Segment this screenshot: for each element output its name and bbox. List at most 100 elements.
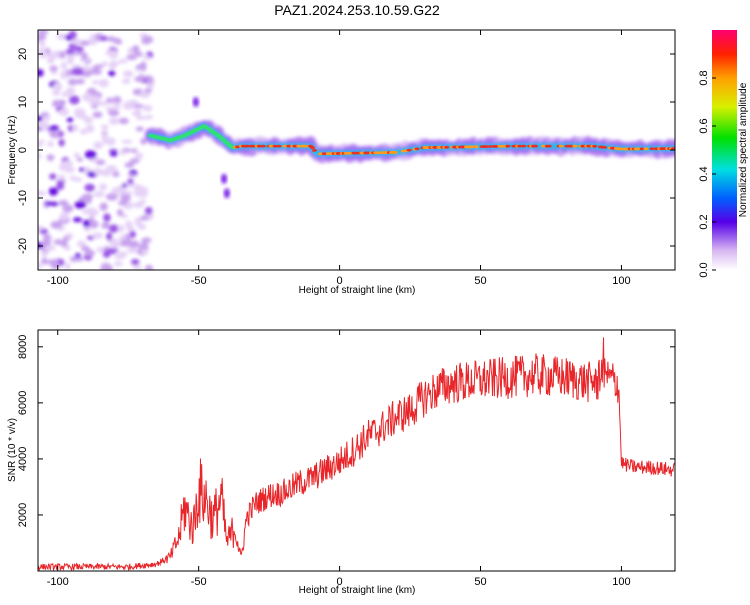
colorbar-label: Normalized spectral amplitude <box>738 82 749 217</box>
heatmap-noise-cell <box>67 78 78 86</box>
heatmap-noise-cell <box>141 249 148 255</box>
heatmap-peak-cell <box>256 144 262 148</box>
heatmap-noise-cell <box>42 115 51 122</box>
heatmap-noise-cell <box>72 37 81 46</box>
heatmap-noise-cell <box>93 141 103 150</box>
heatmap-noise-cell <box>140 61 147 71</box>
heatmap-peak-cell <box>310 146 316 150</box>
heatmap-noise-cell <box>112 96 122 103</box>
heatmap-noise-cell <box>108 117 120 125</box>
heatmap-noise-cell <box>119 241 132 247</box>
snr-line <box>38 337 675 571</box>
snr-y-tick-label: 8000 <box>17 335 29 359</box>
heatmap-noise-cell <box>93 190 105 198</box>
heatmap-peak-cell <box>296 144 302 148</box>
heatmap-noise-cell <box>96 101 109 106</box>
heatmap-noise-cell <box>120 193 131 203</box>
heatmap-noise-cell <box>99 202 108 211</box>
heatmap-noise-cell <box>50 220 63 229</box>
heatmap-noise-cell <box>139 199 147 204</box>
snr-plot-area <box>38 330 675 571</box>
heatmap-noise-cell <box>49 129 60 139</box>
heatmap-noise-cell <box>48 187 59 196</box>
heatmap-noise-cell <box>130 148 138 153</box>
heatmap-noise-cell <box>126 248 138 254</box>
heatmap-peak-cell <box>272 144 278 148</box>
heatmap-peak-cell <box>250 144 256 148</box>
heatmap-peak-cell <box>499 144 505 148</box>
snr-x-axis-label: Height of straight line (km) <box>299 585 416 596</box>
heatmap-noise-cell <box>144 114 154 120</box>
heatmap-noise-cell <box>108 61 118 69</box>
heatmap-noise-cell <box>144 206 153 215</box>
heatmap-peak-cell <box>473 145 479 149</box>
heatmap-noise-cell <box>89 98 97 106</box>
heatmap-offshoot-cell <box>192 97 199 107</box>
heatmap-noise-cell <box>75 46 84 53</box>
heatmap-noise-cell <box>75 78 85 85</box>
heatmap-peak-cell <box>540 144 546 148</box>
spectrogram-x-tick-label: -100 <box>47 275 69 287</box>
heatmap-peak-cell <box>592 144 598 148</box>
heatmap-offshoot-cell <box>223 188 230 199</box>
heatmap-peak-cell <box>317 152 323 156</box>
heatmap-noise-cell <box>126 54 137 61</box>
heatmap-noise-cell <box>40 240 52 247</box>
heatmap-noise-cell <box>129 230 136 239</box>
heatmap-noise-cell <box>105 264 113 270</box>
heatmap-noise-cell <box>83 219 91 228</box>
heatmap-noise-cell <box>141 238 149 245</box>
heatmap-noise-cell <box>42 233 51 242</box>
heatmap-noise-cell <box>116 208 124 217</box>
snr-series <box>38 337 675 571</box>
snr-x-tick-label: 50 <box>474 576 486 588</box>
heatmap-noise-cell <box>47 154 54 162</box>
heatmap-noise-cell <box>101 60 108 67</box>
heatmap-noise-cell <box>71 124 79 132</box>
heatmap-noise-cell <box>53 239 63 245</box>
heatmap-noise-cell <box>60 61 67 71</box>
heatmap-noise-cell <box>125 220 133 229</box>
heatmap-noise-cell <box>147 84 155 90</box>
heatmap-noise-cell <box>38 225 44 231</box>
snr-x-tick-label: -100 <box>47 576 69 588</box>
heatmap-noise-cell <box>108 50 119 59</box>
heatmap-peak-cell <box>414 147 420 151</box>
heatmap-noise-cell <box>139 91 150 99</box>
heatmap-noise-cell <box>72 257 85 262</box>
chart-title: PAZ1.2024.253.10.59.G22 <box>274 2 440 18</box>
heatmap-noise-cell <box>108 70 116 77</box>
heatmap-noise-cell <box>140 215 149 221</box>
heatmap-noise-cell <box>132 103 144 109</box>
heatmap-noise-cell <box>64 233 74 238</box>
heatmap-peak-cell <box>353 151 359 155</box>
heatmap-noise-cell <box>66 86 76 96</box>
heatmap-peak-cell <box>568 144 574 148</box>
heatmap-noise-cell <box>85 124 95 133</box>
heatmap-noise-cell <box>103 213 111 222</box>
heatmap-noise-cell <box>51 99 64 108</box>
heatmap-noise-cell <box>108 109 120 117</box>
heatmap-noise-cell <box>105 165 118 174</box>
heatmap-noise-cell <box>38 152 42 160</box>
heatmap-noise-cell <box>58 108 70 116</box>
heatmap-noise-cell <box>134 152 144 160</box>
heatmap-noise-cell <box>38 34 47 41</box>
spectrogram-x-tick-label: 0 <box>337 275 343 287</box>
heatmap-noise-cell <box>107 36 116 42</box>
heatmap-peak-cell <box>260 144 266 148</box>
colorbar-tick-label: 0.0 <box>698 262 710 277</box>
heatmap-noise-cell <box>65 48 76 55</box>
heatmap-noise-cell <box>81 52 88 61</box>
heatmap-noise-cell <box>59 50 66 59</box>
heatmap-noise-cell <box>56 179 66 184</box>
heatmap-noise-cell <box>92 79 100 85</box>
heatmap-peak-cell <box>400 149 406 153</box>
heatmap-noise-cell <box>80 65 92 71</box>
heatmap-peak-cell <box>487 145 493 148</box>
spectrogram-frame <box>37 29 676 271</box>
heatmap-peak-cell <box>392 151 398 154</box>
colorbar-tick-label: 0.6 <box>698 118 710 133</box>
